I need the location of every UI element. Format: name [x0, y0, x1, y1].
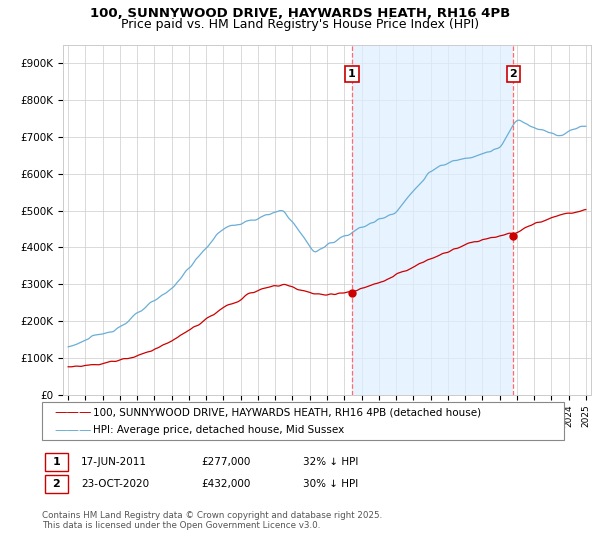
Bar	[352, 45, 514, 395]
Text: 2: 2	[53, 479, 60, 489]
Text: Price paid vs. HM Land Registry's House Price Index (HPI): Price paid vs. HM Land Registry's House …	[121, 18, 479, 31]
Text: 1: 1	[53, 457, 60, 467]
Text: 17-JUN-2011: 17-JUN-2011	[81, 457, 147, 467]
Text: 2: 2	[509, 69, 517, 80]
Text: 100, SUNNYWOOD DRIVE, HAYWARDS HEATH, RH16 4PB: 100, SUNNYWOOD DRIVE, HAYWARDS HEATH, RH…	[90, 7, 510, 20]
Text: 100, SUNNYWOOD DRIVE, HAYWARDS HEATH, RH16 4PB (detached house): 100, SUNNYWOOD DRIVE, HAYWARDS HEATH, RH…	[93, 407, 481, 417]
Text: 1: 1	[348, 69, 356, 80]
Text: ———: ———	[54, 423, 91, 437]
Text: 23-OCT-2020: 23-OCT-2020	[81, 479, 149, 489]
Text: ———: ———	[54, 405, 91, 419]
Text: Contains HM Land Registry data © Crown copyright and database right 2025.
This d: Contains HM Land Registry data © Crown c…	[42, 511, 382, 530]
Text: £277,000: £277,000	[201, 457, 250, 467]
Text: 32% ↓ HPI: 32% ↓ HPI	[303, 457, 358, 467]
Text: 30% ↓ HPI: 30% ↓ HPI	[303, 479, 358, 489]
Text: £432,000: £432,000	[201, 479, 250, 489]
Text: HPI: Average price, detached house, Mid Sussex: HPI: Average price, detached house, Mid …	[93, 425, 344, 435]
